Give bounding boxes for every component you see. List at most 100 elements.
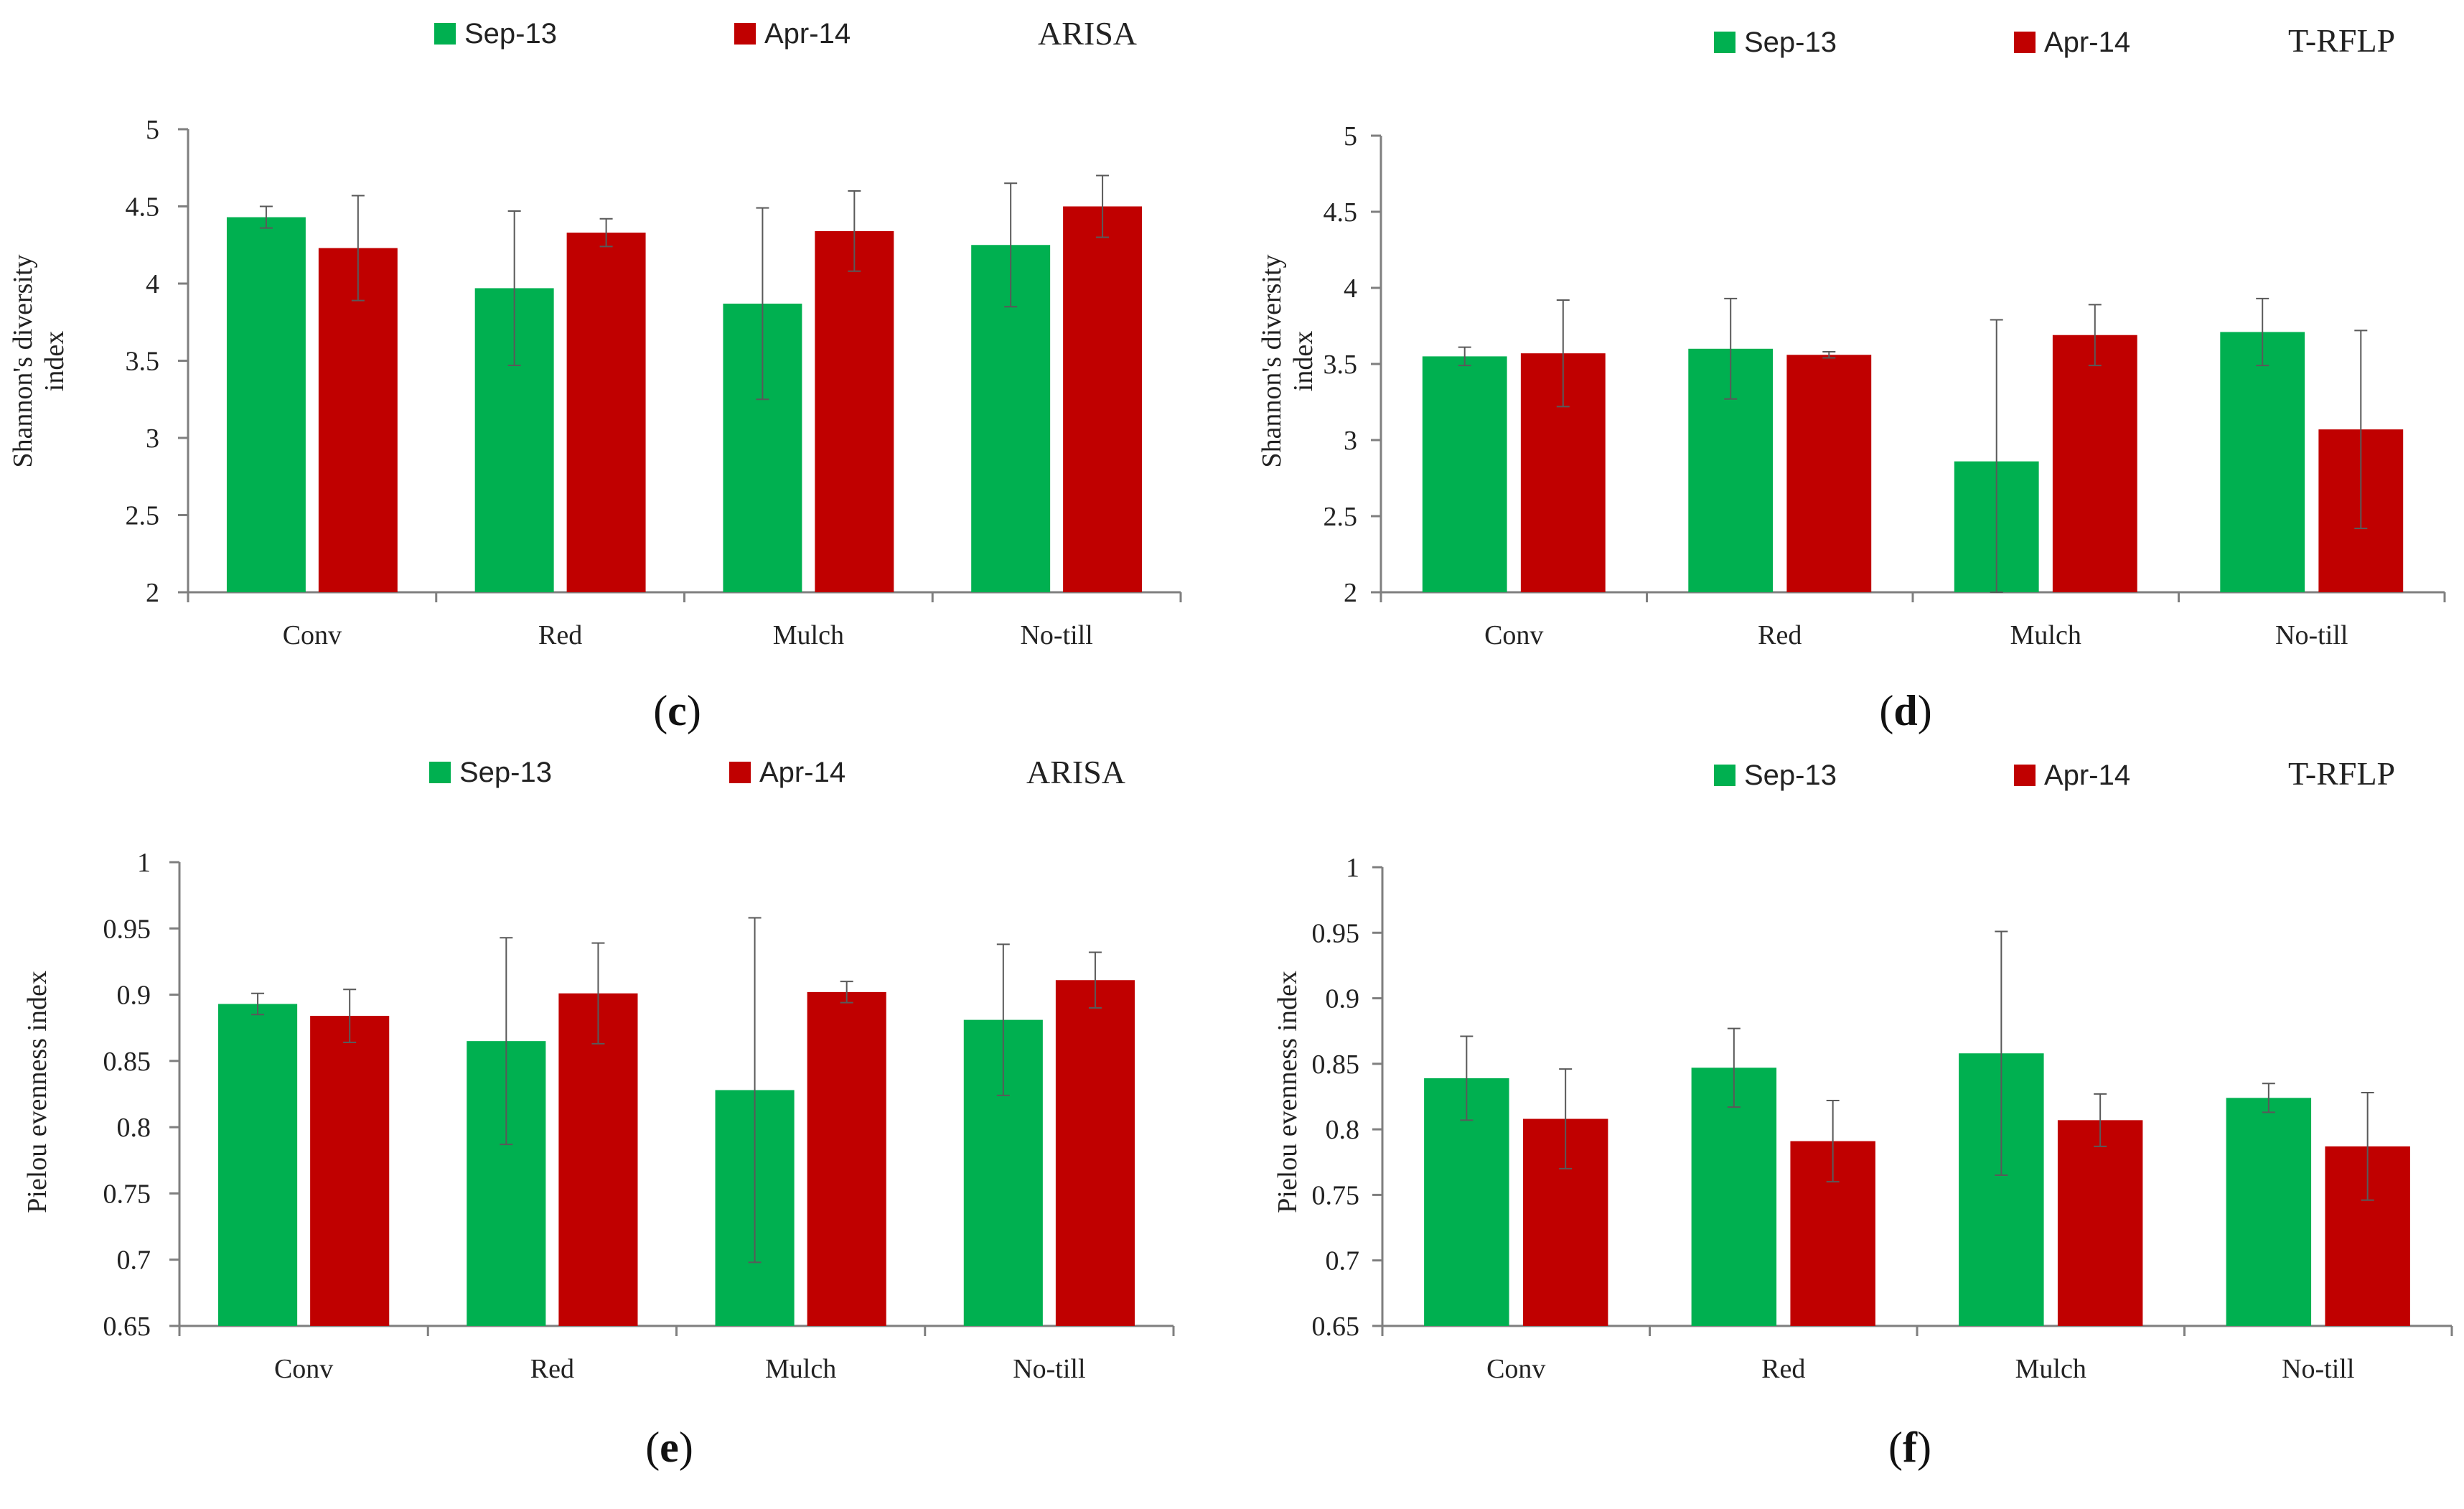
legend-label: Sep-13 [464, 18, 557, 50]
x-category-label: Mulch [773, 620, 844, 650]
y-tick-label: 3.5 [1324, 350, 1358, 380]
y-tick-label: 2.5 [1324, 502, 1358, 532]
y-axis-label: Pielou evenness index [22, 971, 52, 1213]
chart-e: 0.65 0.7 0.75 0.8 0.85 0.9 0.95 1 Conv Red Mulch No… [22, 754, 1175, 1471]
caption-letter: d [1893, 687, 1917, 734]
y-tick-label: 0.85 [103, 1047, 151, 1077]
panel-f: 0.65 0.7 0.75 0.8 0.85 0.9 0.95 1 Conv Red Mulch No… [1232, 754, 2463, 1509]
method-label: T-RFLP [2288, 22, 2395, 59]
x-category-label: No-till [1020, 620, 1092, 650]
panel-c: 2 2.5 3 3.5 4 4.5 5 Conv Red Mulch No-till Shannon'… [0, 0, 1232, 754]
bar-apr-14-conv [318, 248, 398, 592]
y-tick-label: 1 [1346, 853, 1359, 883]
y-tick-label: 4 [146, 269, 159, 299]
legend-label: Apr-14 [764, 18, 851, 50]
caption-paren: ( [645, 1424, 660, 1471]
y-tick-label: 0.8 [1326, 1115, 1360, 1145]
legend-swatch-apr-14 [2014, 765, 2036, 786]
bar-sep-13-conv [226, 217, 306, 592]
x-category-label: Conv [283, 620, 342, 650]
y-tick-label: 3 [1344, 426, 1357, 456]
panel-caption: (f) [1888, 1424, 1931, 1471]
y-tick-label: 5 [1344, 121, 1357, 151]
y-tick-label: 3.5 [126, 347, 160, 377]
caption-letter: e [660, 1424, 679, 1471]
chart-c: 2 2.5 3 3.5 4 4.5 5 Conv Red Mulch No-till Shannon'… [8, 15, 1182, 734]
method-label: ARISA [1038, 15, 1137, 52]
method-label: T-RFLP [2288, 755, 2395, 792]
y-tick-label: 0.9 [117, 981, 151, 1011]
x-category-label: Red [530, 1354, 574, 1384]
bar-apr-14-red [566, 233, 646, 592]
legend-swatch-apr-14 [2014, 32, 2036, 53]
y-axis-label-line: Shannon's diversity [1257, 254, 1287, 467]
legend-swatch-sep-13 [1714, 32, 1735, 53]
legend-label: Sep-13 [1744, 760, 1837, 791]
bar-apr-14-mulch [2052, 335, 2137, 592]
x-category-label: Red [1761, 1354, 1805, 1384]
legend-swatch-apr-14 [729, 762, 751, 783]
bar-sep-13-red [1691, 1067, 1777, 1326]
y-tick-label: 0.65 [103, 1312, 151, 1342]
y-tick-label: 4 [1344, 274, 1357, 304]
bar-sep-13-no-till [2226, 1098, 2312, 1326]
legend-label: Sep-13 [459, 757, 552, 788]
y-tick-label: 4.5 [1324, 197, 1358, 228]
bar-sep-13-conv [1422, 356, 1507, 592]
y-tick-label: 2 [146, 578, 159, 608]
panel-caption: (e) [645, 1424, 693, 1471]
panel-e: 0.65 0.7 0.75 0.8 0.85 0.9 0.95 1 Conv Red Mulch No… [0, 754, 1232, 1509]
legend-swatch-sep-13 [429, 762, 451, 783]
caption-paren: ) [687, 687, 701, 734]
y-tick-label: 4.5 [126, 192, 160, 223]
bar-apr-14-mulch [2057, 1120, 2143, 1326]
legend-swatch-sep-13 [434, 23, 456, 45]
caption-letter: f [1903, 1424, 1918, 1471]
legend-label: Apr-14 [2044, 27, 2130, 58]
panel-caption: (d) [1879, 687, 1931, 734]
legend-label: Apr-14 [2044, 760, 2130, 791]
method-label: ARISA [1026, 754, 1125, 790]
x-category-label: Red [538, 620, 582, 650]
y-tick-label: 0.65 [1312, 1312, 1360, 1342]
y-tick-label: 2.5 [126, 501, 160, 531]
x-category-label: Conv [274, 1354, 333, 1384]
legend-label: Sep-13 [1744, 27, 1837, 58]
x-category-label: No-till [2275, 620, 2348, 650]
y-tick-label: 0.7 [117, 1246, 151, 1276]
y-axis-label: Shannon's diversityindex [1257, 254, 1318, 467]
y-tick-label: 0.95 [1312, 918, 1360, 948]
caption-paren: ) [1918, 687, 1932, 734]
y-tick-label: 0.75 [1312, 1180, 1360, 1210]
caption-paren: ) [1917, 1424, 1931, 1471]
y-axis-label-line: Pielou evenness index [1273, 971, 1303, 1213]
y-axis-label-line: index [1288, 331, 1318, 391]
panel-caption: (c) [653, 687, 701, 734]
bar-apr-14-mulch [807, 991, 886, 1326]
x-category-label: Mulch [2015, 1354, 2086, 1384]
x-category-label: Mulch [2010, 620, 2081, 650]
y-tick-label: 0.9 [1326, 984, 1360, 1014]
y-tick-label: 0.95 [103, 914, 151, 944]
caption-letter: c [667, 687, 687, 734]
x-category-label: Mulch [765, 1354, 836, 1384]
caption-paren: ) [679, 1424, 693, 1471]
x-category-label: Conv [1484, 620, 1543, 650]
x-category-label: Conv [1486, 1354, 1545, 1384]
y-axis-label-line: Pielou evenness index [22, 971, 52, 1213]
bar-apr-14-red [1786, 355, 1872, 592]
panel-d: 2 2.5 3 3.5 4 4.5 5 Conv Red Mulch No-till Shannon'… [1232, 0, 2463, 754]
y-axis-label: Shannon's diversityindex [8, 254, 70, 467]
bar-apr-14-no-till [1055, 980, 1135, 1326]
legend-swatch-apr-14 [734, 23, 756, 45]
chart-d: 2 2.5 3 3.5 4 4.5 5 Conv Red Mulch No-till Shannon'… [1257, 22, 2446, 734]
y-tick-label: 0.75 [103, 1179, 151, 1209]
bar-sep-13-conv [218, 1004, 298, 1326]
bar-apr-14-mulch [815, 230, 894, 592]
y-axis-label-line: index [39, 331, 70, 391]
x-category-label: No-till [2282, 1354, 2354, 1384]
bar-sep-13-no-till [2220, 332, 2305, 592]
y-tick-label: 5 [146, 115, 159, 145]
y-tick-label: 1 [137, 848, 151, 878]
caption-paren: ( [1879, 687, 1893, 734]
